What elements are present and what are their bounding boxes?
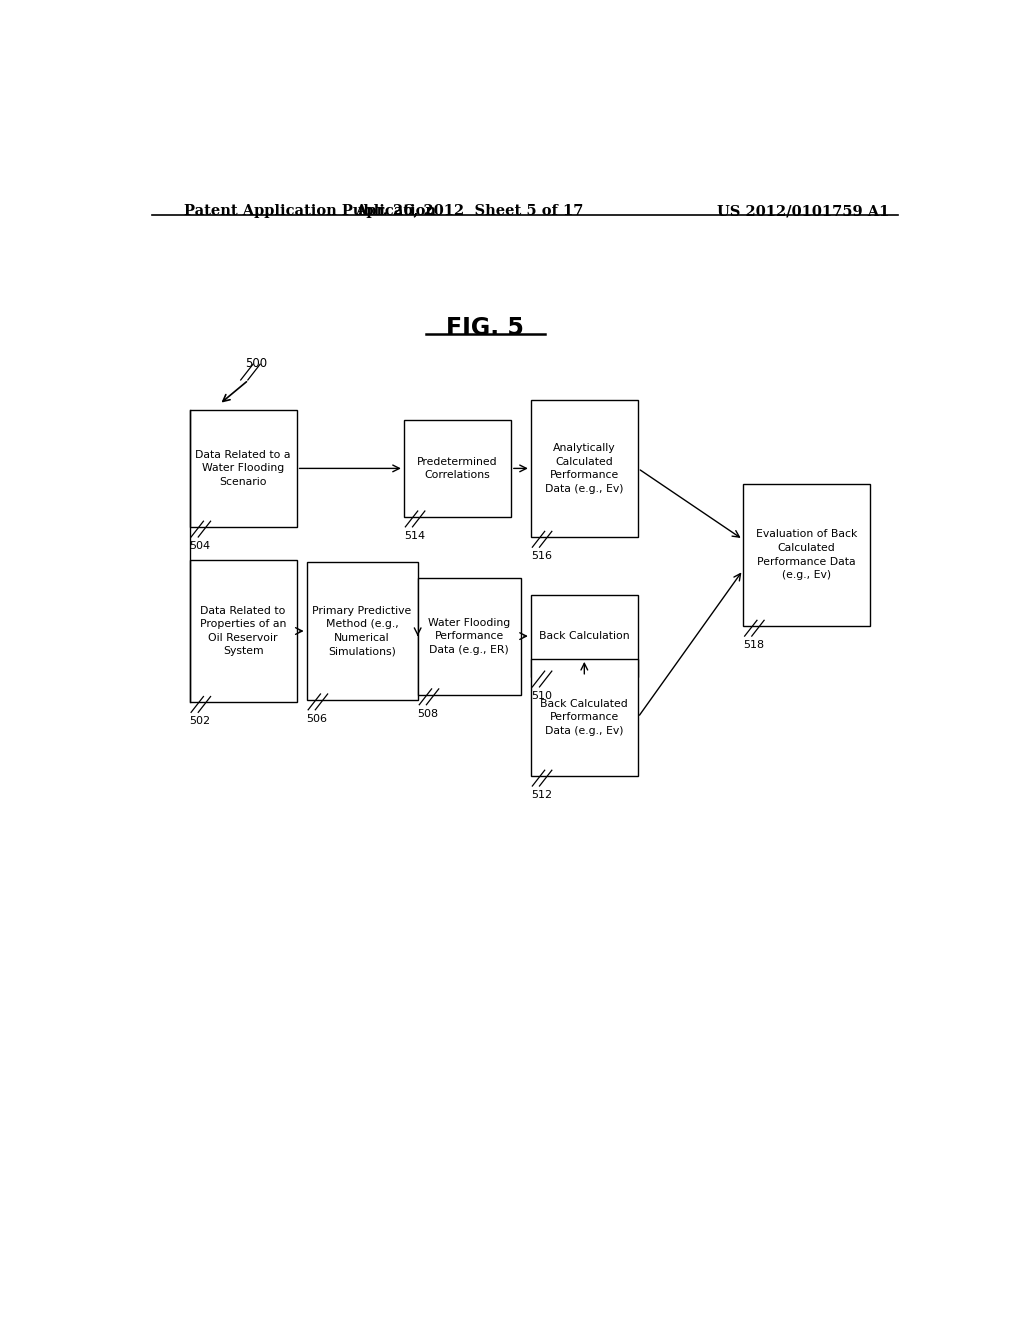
Text: Analytically
Calculated
Performance
Data (e.g., Ev): Analytically Calculated Performance Data…	[545, 444, 624, 494]
Text: 506: 506	[306, 714, 328, 723]
Text: Data Related to a
Water Flooding
Scenario: Data Related to a Water Flooding Scenari…	[196, 450, 291, 487]
Text: Water Flooding
Performance
Data (e.g., ER): Water Flooding Performance Data (e.g., E…	[428, 618, 510, 655]
Text: Apr. 26, 2012  Sheet 5 of 17: Apr. 26, 2012 Sheet 5 of 17	[355, 205, 584, 218]
Text: Patent Application Publication: Patent Application Publication	[183, 205, 435, 218]
Text: 502: 502	[189, 717, 211, 726]
Text: Back Calculation: Back Calculation	[539, 631, 630, 642]
Text: 512: 512	[530, 791, 552, 800]
Text: 504: 504	[189, 541, 211, 550]
Text: 516: 516	[530, 552, 552, 561]
FancyBboxPatch shape	[306, 562, 418, 700]
FancyBboxPatch shape	[189, 560, 297, 702]
FancyBboxPatch shape	[743, 483, 870, 626]
FancyBboxPatch shape	[403, 420, 511, 516]
Text: 514: 514	[403, 531, 425, 541]
FancyBboxPatch shape	[530, 400, 638, 537]
Text: Back Calculated
Performance
Data (e.g., Ev): Back Calculated Performance Data (e.g., …	[541, 698, 628, 737]
FancyBboxPatch shape	[418, 578, 521, 694]
Text: 518: 518	[743, 640, 764, 651]
Text: 500: 500	[246, 356, 267, 370]
FancyBboxPatch shape	[530, 659, 638, 776]
Text: 508: 508	[418, 709, 439, 719]
Text: Evaluation of Back
Calculated
Performance Data
(e.g., Ev): Evaluation of Back Calculated Performanc…	[756, 529, 857, 581]
Text: Primary Predictive
Method (e.g.,
Numerical
Simulations): Primary Predictive Method (e.g., Numeric…	[312, 606, 412, 656]
Text: 510: 510	[530, 690, 552, 701]
FancyBboxPatch shape	[530, 595, 638, 677]
Text: Predetermined
Correlations: Predetermined Correlations	[417, 457, 498, 480]
Text: US 2012/0101759 A1: US 2012/0101759 A1	[718, 205, 890, 218]
FancyBboxPatch shape	[189, 411, 297, 527]
Text: Data Related to
Properties of an
Oil Reservoir
System: Data Related to Properties of an Oil Res…	[200, 606, 287, 656]
Text: FIG. 5: FIG. 5	[446, 315, 524, 341]
